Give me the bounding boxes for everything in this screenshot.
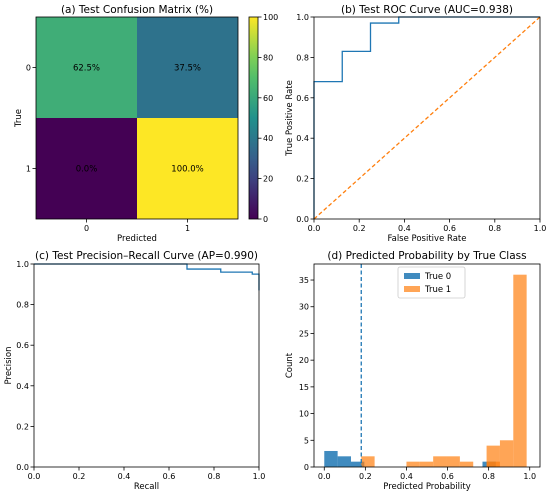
hist-xtick-label: 0.8: [482, 472, 495, 481]
hist-xtick-label: 0.2: [359, 472, 372, 481]
colorbar-tick-label: 100: [263, 13, 278, 22]
hist-frame: [313, 263, 541, 468]
roc-ytick-label: 0.6: [296, 94, 309, 103]
hist-bar-true0: [337, 456, 351, 467]
hist-bar-true1: [499, 440, 514, 467]
hist-xlabel: Predicted Probability: [383, 482, 471, 492]
confusion-matrix-xtick-label: 0: [84, 224, 89, 233]
confusion-matrix-title: (a) Test Confusion Matrix (%): [61, 4, 213, 16]
hist-ytick-label: 20: [299, 356, 309, 365]
hist-bar-true1: [433, 456, 447, 467]
roc-ylabel: True Positive Rate: [285, 80, 295, 157]
hist-bar-true1: [361, 456, 375, 467]
hist-bar-true0: [324, 450, 338, 467]
roc-xtick-label: 0.0: [308, 224, 321, 233]
colorbar-tick-label: 40: [263, 134, 273, 143]
pr-xtick-label: 0.4: [118, 472, 131, 481]
roc-ytick-label: 0.8: [296, 53, 309, 62]
roc-ytick-label: 1.0: [296, 13, 309, 22]
confusion-matrix-frame: [35, 16, 239, 220]
colorbar-tick-label: 20: [263, 175, 273, 184]
pr-xtick-label: 0.6: [163, 472, 176, 481]
hist-bar-true0: [350, 461, 365, 467]
roc-curve-line: [313, 16, 540, 219]
hist-xtick-label: 1.0: [523, 472, 536, 481]
pr-curve-line: [34, 263, 260, 291]
heatmap-cell: [36, 118, 137, 219]
pr-xlabel: Recall: [134, 482, 159, 492]
pr-ytick-label: 0.8: [16, 301, 29, 310]
confusion-matrix-ylabel: True: [14, 109, 24, 128]
pr-xtick-label: 0.2: [73, 472, 86, 481]
hist-title: (d) Predicted Probability by True Class: [327, 250, 526, 262]
confusion-matrix-ytick-label: 1: [26, 165, 31, 174]
legend-swatch: [404, 286, 420, 292]
colorbar-tick-label: 60: [263, 94, 273, 103]
pr-ytick-label: 0.6: [16, 341, 29, 350]
cell-value-label: 100.0%: [171, 165, 203, 175]
heatmap-cell: [137, 118, 238, 219]
confusion-matrix-xtick-label: 1: [185, 224, 190, 233]
hist-ytick-label: 35: [299, 276, 309, 285]
cell-value-label: 0.0%: [76, 165, 98, 175]
hist-ytick-label: 30: [299, 303, 309, 312]
heatmap-cell: [36, 17, 137, 118]
colorbar: [248, 16, 259, 220]
hist-ytick-label: 5: [304, 436, 309, 445]
roc-ytick-label: 0.4: [296, 134, 309, 143]
hist-ylabel: Count: [285, 352, 295, 378]
hist-ytick-label: 10: [299, 410, 309, 419]
hist-ytick-label: 15: [299, 383, 309, 392]
roc-title: (b) Test ROC Curve (AUC=0.938): [341, 4, 513, 16]
hist-bar-true1: [486, 445, 500, 467]
heatmap-cell: [137, 17, 238, 118]
hist-bar-true1: [406, 461, 420, 467]
colorbar-tick-label: 0: [263, 215, 268, 224]
pr-frame: [33, 263, 260, 468]
hist-ytick-label: 0: [304, 463, 309, 472]
pr-ytick-label: 0.2: [16, 422, 29, 431]
confusion-matrix-xlabel: Predicted: [117, 234, 157, 244]
roc-xtick-label: 0.6: [443, 224, 456, 233]
pr-xtick-label: 0.8: [208, 472, 221, 481]
roc-ytick-label: 0.2: [296, 175, 309, 184]
hist-xtick-label: 0.4: [400, 472, 413, 481]
hist-bar-true1: [446, 456, 460, 467]
roc-ytick-label: 0.0: [296, 215, 309, 224]
hist-bar-true1: [459, 461, 474, 467]
hist-bar-true1: [419, 461, 434, 467]
roc-xlabel: False Positive Rate: [388, 234, 467, 244]
roc-chance-diagonal-line: [313, 16, 541, 220]
cell-value-label: 37.5%: [174, 64, 201, 74]
roc-xtick-label: 0.2: [353, 224, 366, 233]
roc-xtick-label: 1.0: [534, 224, 547, 233]
roc-xtick-label: 0.8: [488, 224, 501, 233]
pr-title: (c) Test Precision–Recall Curve (AP=0.99…: [35, 250, 258, 262]
colorbar-tick-label: 80: [263, 53, 273, 62]
pr-ytick-label: 0.4: [16, 382, 29, 391]
pr-ylabel: Precision: [4, 347, 14, 385]
pr-xtick-label: 0.0: [28, 472, 41, 481]
cell-value-label: 62.5%: [73, 64, 100, 74]
hist-xtick-label: 0.0: [318, 472, 331, 481]
hist-ytick-label: 25: [299, 329, 309, 338]
legend-swatch: [404, 273, 420, 279]
legend-label: True 1: [424, 285, 451, 295]
confusion-matrix-ytick-label: 0: [26, 64, 31, 73]
legend-label: True 0: [424, 272, 451, 282]
pr-ytick-label: 0.0: [16, 463, 29, 472]
hist-xtick-label: 0.6: [441, 472, 454, 481]
roc-frame: [313, 16, 541, 220]
hist-bar-true1: [513, 274, 527, 467]
pr-ytick-label: 1.0: [16, 260, 29, 269]
roc-xtick-label: 0.4: [398, 224, 411, 233]
pr-xtick-label: 1.0: [253, 472, 266, 481]
